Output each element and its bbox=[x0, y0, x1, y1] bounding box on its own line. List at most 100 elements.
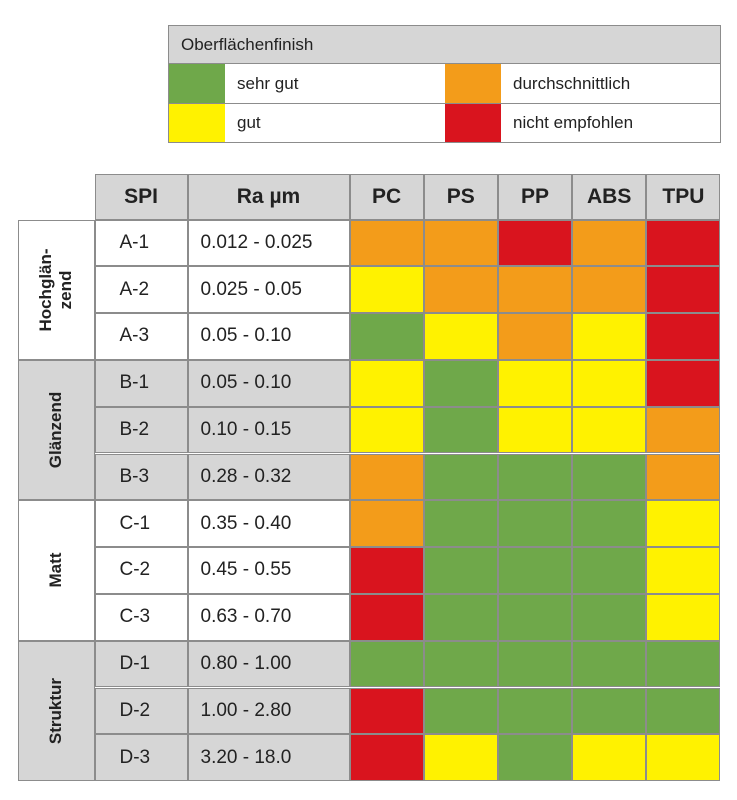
rating-cell-nicht-empfohlen bbox=[646, 359, 721, 407]
ra-value: 0.63 - 0.70 bbox=[200, 606, 292, 628]
rating-cell-sehr-gut bbox=[572, 640, 647, 688]
rating-cell-gut bbox=[646, 593, 721, 641]
ra-value: 0.35 - 0.40 bbox=[200, 512, 292, 534]
ra-cell: 3.20 - 18.0 bbox=[187, 734, 350, 782]
group-label-line: zend bbox=[56, 270, 75, 310]
rating-cell-sehr-gut bbox=[572, 547, 647, 594]
rating-cell-durchschnittlich bbox=[572, 266, 647, 314]
rating-cell-sehr-gut bbox=[572, 593, 647, 641]
rating-cell-sehr-gut bbox=[497, 547, 573, 594]
ra-cell: 0.05 - 0.10 bbox=[187, 313, 350, 360]
rating-cell-durchschnittlich bbox=[349, 500, 424, 548]
legend-label-gut: gut bbox=[237, 113, 261, 132]
ra-cell: 0.05 - 0.10 bbox=[187, 359, 350, 407]
rating-cell-durchschnittlich bbox=[423, 266, 498, 314]
legend: Oberflächenfinish sehr gut durchschnittl… bbox=[168, 25, 721, 143]
header-material-label: TPU bbox=[662, 184, 705, 208]
ra-value: 0.05 - 0.10 bbox=[200, 325, 292, 347]
rating-cell-sehr-gut bbox=[572, 687, 647, 735]
rating-cell-durchschnittlich bbox=[646, 453, 721, 501]
legend-swatch-gut bbox=[169, 103, 225, 142]
header-material: TPU bbox=[646, 173, 721, 220]
legend-swatch-sehr-gut bbox=[169, 64, 225, 103]
rating-cell-durchschnittlich bbox=[423, 219, 498, 267]
rating-cell-durchschnittlich bbox=[349, 219, 424, 267]
rating-cell-nicht-empfohlen bbox=[349, 547, 424, 594]
spi-cell: A-1 bbox=[94, 219, 188, 267]
header-material-label: ABS bbox=[587, 184, 632, 208]
rating-cell-sehr-gut bbox=[349, 313, 424, 360]
ra-value: 0.80 - 1.00 bbox=[200, 653, 292, 675]
group-label: Matt bbox=[46, 553, 66, 588]
rating-cell-nicht-empfohlen bbox=[349, 734, 424, 782]
ra-value: 0.28 - 0.32 bbox=[200, 465, 292, 487]
rating-cell-nicht-empfohlen bbox=[646, 266, 721, 314]
ra-value: 0.45 - 0.55 bbox=[200, 559, 292, 581]
rating-cell-gut bbox=[423, 313, 498, 360]
rating-cell-sehr-gut bbox=[646, 640, 721, 688]
spi-cell: D-3 bbox=[94, 734, 188, 782]
header-material-label: PC bbox=[372, 184, 402, 208]
group-label: Struktur bbox=[46, 678, 66, 744]
spi-cell: B-1 bbox=[94, 359, 188, 407]
ra-cell: 0.45 - 0.55 bbox=[187, 547, 350, 594]
rating-cell-durchschnittlich bbox=[497, 266, 573, 314]
spi-cell: A-2 bbox=[94, 266, 188, 314]
spi-value: A-3 bbox=[119, 325, 150, 347]
header-material: ABS bbox=[572, 173, 647, 220]
rating-cell-durchschnittlich bbox=[349, 453, 424, 501]
rating-cell-sehr-gut bbox=[423, 406, 498, 454]
spi-value: B-2 bbox=[119, 419, 150, 441]
rating-cell-gut bbox=[497, 359, 573, 407]
rating-cell-sehr-gut bbox=[497, 687, 573, 735]
rating-cell-gut bbox=[572, 406, 647, 454]
spi-value: D-3 bbox=[119, 746, 151, 768]
rating-cell-nicht-empfohlen bbox=[646, 219, 721, 267]
rating-cell-durchschnittlich bbox=[646, 406, 721, 454]
spi-value: D-1 bbox=[119, 653, 151, 675]
group-label-cell: Matt bbox=[17, 500, 95, 641]
legend-swatch-durchschnittlich bbox=[445, 64, 501, 103]
spi-value: A-1 bbox=[119, 231, 150, 253]
rating-cell-gut bbox=[572, 359, 647, 407]
ra-cell: 0.63 - 0.70 bbox=[187, 593, 350, 641]
rating-cell-sehr-gut bbox=[423, 500, 498, 548]
ra-cell: 1.00 - 2.80 bbox=[187, 687, 350, 735]
group-label: Hochglän-zend bbox=[36, 248, 76, 331]
rating-cell-nicht-empfohlen bbox=[646, 313, 721, 360]
header-ra-label: Ra µm bbox=[236, 184, 301, 208]
rating-cell-sehr-gut bbox=[423, 593, 498, 641]
rating-cell-gut bbox=[349, 359, 424, 407]
spi-cell: B-3 bbox=[94, 453, 188, 501]
ra-cell: 0.10 - 0.15 bbox=[187, 406, 350, 454]
group-label-cell: Glänzend bbox=[17, 359, 95, 501]
rating-cell-nicht-empfohlen bbox=[349, 687, 424, 735]
rating-cell-sehr-gut bbox=[497, 453, 573, 501]
ra-cell: 0.28 - 0.32 bbox=[187, 453, 350, 501]
group-label-cell: Struktur bbox=[17, 640, 95, 782]
ra-value: 0.025 - 0.05 bbox=[200, 278, 302, 300]
header-material: PP bbox=[497, 173, 573, 220]
spi-value: C-3 bbox=[119, 606, 151, 628]
legend-divider bbox=[169, 103, 720, 104]
rating-cell-sehr-gut bbox=[423, 359, 498, 407]
rating-cell-sehr-gut bbox=[572, 453, 647, 501]
rating-cell-durchschnittlich bbox=[572, 219, 647, 267]
rating-cell-gut bbox=[423, 734, 498, 782]
rating-cell-sehr-gut bbox=[497, 640, 573, 688]
rating-cell-sehr-gut bbox=[497, 500, 573, 548]
ra-value: 0.012 - 0.025 bbox=[200, 231, 313, 253]
rating-cell-gut bbox=[572, 313, 647, 360]
header-ra: Ra µm bbox=[187, 173, 350, 220]
ra-value: 0.05 - 0.10 bbox=[200, 372, 292, 394]
rating-cell-durchschnittlich bbox=[497, 313, 573, 360]
rating-cell-sehr-gut bbox=[646, 687, 721, 735]
rating-cell-gut bbox=[572, 734, 647, 782]
spi-value: D-2 bbox=[119, 699, 151, 721]
rating-cell-sehr-gut bbox=[572, 500, 647, 548]
rating-cell-sehr-gut bbox=[423, 547, 498, 594]
ra-cell: 0.012 - 0.025 bbox=[187, 219, 350, 267]
header-material: PS bbox=[423, 173, 498, 220]
ra-cell: 0.80 - 1.00 bbox=[187, 640, 350, 688]
spi-value: B-3 bbox=[119, 465, 150, 487]
